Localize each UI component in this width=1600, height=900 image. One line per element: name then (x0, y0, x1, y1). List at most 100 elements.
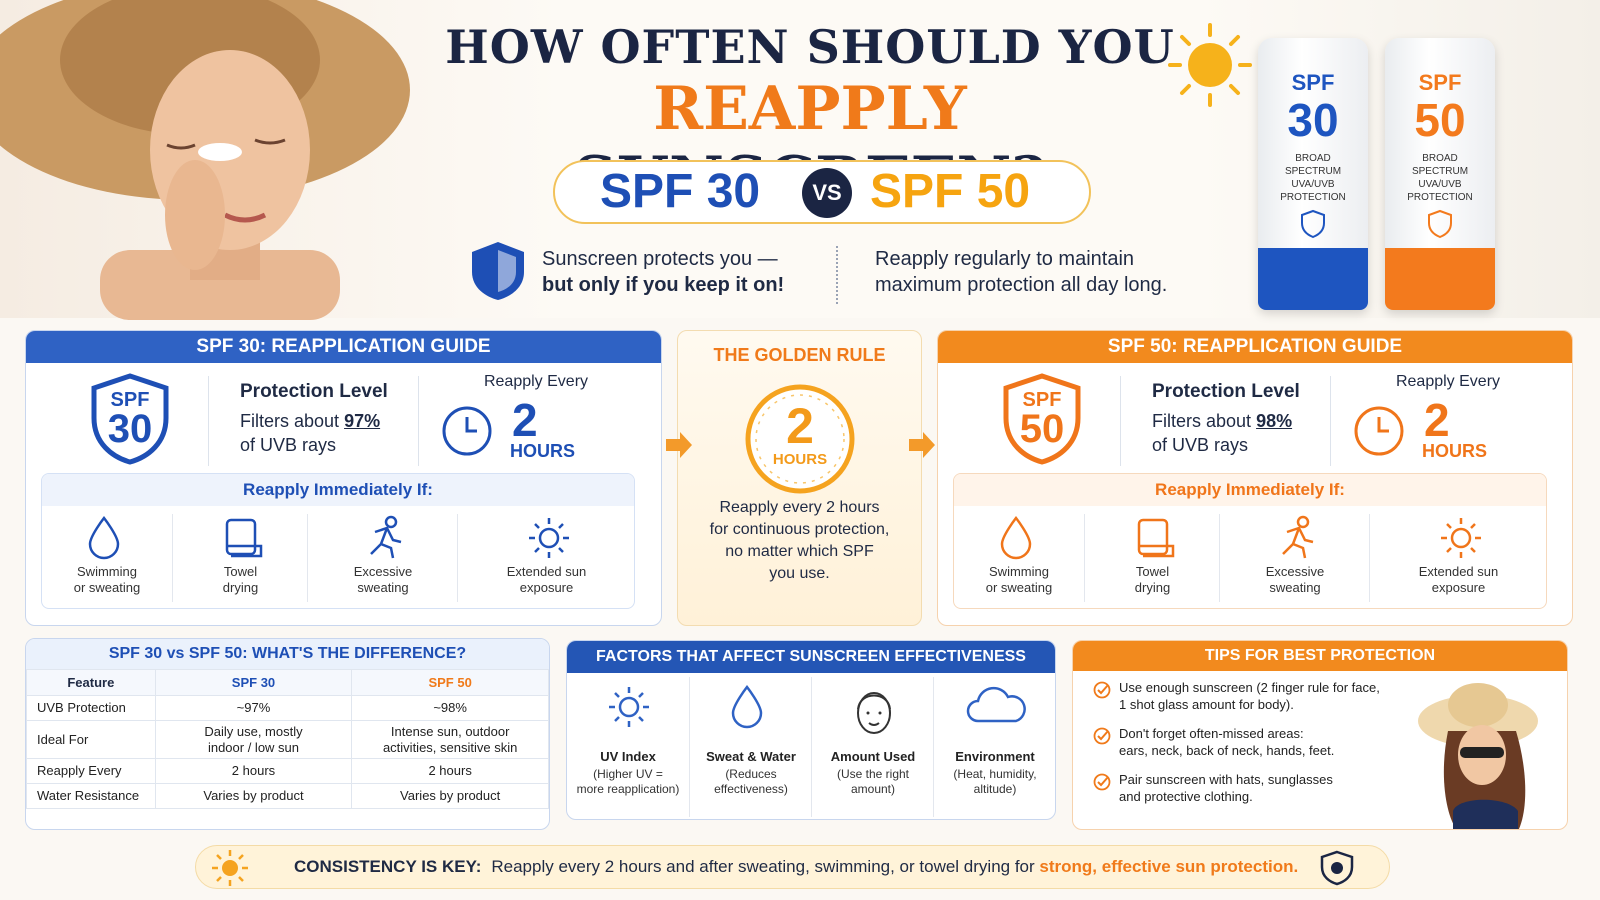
trigger-line: Extended sun (506, 564, 587, 579)
check-icon-part (1093, 773, 1111, 791)
footer-shield-part (1320, 850, 1354, 886)
check-icon-part (1097, 776, 1109, 787)
compare-cell: Reapply Every (26, 758, 156, 784)
woman-hat-illustration-part (1460, 747, 1504, 758)
factor-note-line: (Higher UV = (593, 767, 663, 781)
tagline-left: Sunscreen protects you — but only if you … (542, 246, 784, 298)
footer-sun-part (238, 876, 244, 882)
trigger-label: Extended sun exposure (1370, 564, 1546, 596)
trigger-label: Excessive sweating (1220, 564, 1370, 596)
tube-text-line: BROAD (1422, 153, 1458, 164)
factor-icon-part (609, 687, 649, 727)
factor-icon-part (638, 692, 644, 698)
trigger-icon-part (384, 515, 398, 529)
golden-title: THE GOLDEN RULE (713, 345, 886, 365)
compare-cell: Water Resistance (26, 783, 156, 809)
sun-icon (1168, 23, 1252, 107)
check-icon-part (1093, 727, 1111, 745)
trigger-line: Extended sun (1418, 564, 1499, 579)
immediately-box: Reapply Immediately If: Swimming or sweati… (41, 473, 635, 609)
filters-value: 97% (344, 411, 381, 431)
compare-row: Water Resistance Varies by product Varies … (26, 783, 549, 809)
trigger-icon-part (1000, 515, 1032, 560)
golden-text: Reapply every 2 hours for continuous prot… (678, 497, 921, 585)
woman-hat-illustration-part (1418, 683, 1538, 829)
factor-note-line: (Reduces (725, 767, 777, 781)
trigger-icon-part (538, 527, 559, 549)
factor-note: (Heat, humidity, altitude) (934, 767, 1055, 797)
tip-line: Use enough sunscreen (2 finger rule for … (1119, 680, 1380, 695)
compare-cell-line: Ideal For (37, 731, 89, 747)
divider (418, 376, 419, 466)
trigger: Swimming or sweating (42, 514, 172, 602)
trigger-icon-part (225, 518, 262, 558)
trigger-line: drying (222, 580, 259, 595)
hand (165, 160, 225, 270)
immediately-box: Reapply Immediately If: Swimming or sweati… (953, 473, 1547, 609)
arrow (666, 432, 692, 458)
compare-cell: UVB Protection (26, 695, 156, 721)
filters-prefix: Filters about (1152, 411, 1252, 431)
factor-icon-part (609, 687, 649, 727)
reapply-number: 2 (512, 394, 538, 446)
trigger-label: Swimming or sweating (42, 564, 172, 596)
check-icon-part (1093, 773, 1111, 791)
golden-number: 2 (786, 398, 814, 454)
footer-text: CONSISTENCY IS KEY: Reapply every 2 hours… (294, 857, 1298, 877)
vs-badge: VS (802, 168, 852, 218)
golden-unit: HOURS (772, 451, 828, 468)
clock-icon-part (442, 406, 492, 456)
trigger-icon-part (528, 518, 569, 558)
golden-clock-part (745, 384, 855, 494)
filters-prefix: Filters about (240, 411, 340, 431)
trigger-icon-part (370, 515, 402, 559)
tube-text-line: BROAD (1295, 153, 1331, 164)
compare-cell-line: Water Resistance (37, 788, 140, 803)
tip-line: 1 shot glass amount for body). (1119, 697, 1294, 712)
trigger: Excessive sweating (1219, 514, 1370, 602)
spf50-guide: SPF 50: REAPPLICATION GUIDE SPF 50 Protecti… (937, 330, 1573, 626)
tip: Pair sunscreen with hats, sunglasses and … (1119, 771, 1333, 805)
factor-note: (Reduces effectiveness) (690, 767, 812, 797)
trigger-icon-part (1137, 518, 1174, 558)
trigger-label: Swimming or sweating (954, 564, 1084, 596)
golden-text-line: you use. (769, 565, 830, 582)
factor-icon-part (966, 686, 1026, 723)
trigger-icon-part (1445, 547, 1452, 553)
trigger-icon-part (225, 518, 256, 556)
trigger-icon-part (1469, 523, 1476, 529)
footer-sun-part (212, 850, 248, 886)
tube-text-line: PROTECTION (1280, 192, 1346, 203)
factor-note-line: amount) (850, 782, 896, 796)
golden-clock-part (755, 394, 845, 484)
shield-icon (472, 242, 524, 300)
trigger-line: Swimming (77, 564, 137, 579)
clock-icon-part (1354, 406, 1404, 456)
trigger-icon-part (370, 526, 402, 559)
eyes (166, 138, 286, 150)
compare-cell-line: Varies by product (203, 788, 304, 803)
comparison-table: SPF 30 vs SPF 50: WHAT'S THE DIFFERENCE?… (25, 638, 550, 830)
compare-cell-line: Intense sun, outdoor (390, 723, 510, 739)
protection-title: Protection Level (240, 381, 388, 402)
trigger-line: Towel (1135, 564, 1170, 579)
trigger-line: Excessive (1265, 564, 1325, 579)
tube-number: 50 (1414, 94, 1466, 146)
compare-cell-line: 2 hours (231, 763, 276, 778)
tube-text-line: SPECTRUM (1284, 166, 1342, 177)
trigger-icon-part (1282, 515, 1314, 559)
guide-title: SPF 30: REAPPLICATION GUIDE (26, 331, 661, 363)
trigger-icon-part (1440, 518, 1481, 558)
trigger-icon-part (1445, 523, 1452, 529)
trigger-line: sweating (1269, 580, 1321, 595)
tagline-right: Reapply regularly to maintain maximum pro… (875, 246, 1167, 298)
trigger-label: Extended sun exposure (458, 564, 634, 596)
footer-label: CONSISTENCY IS KEY: (294, 857, 482, 876)
title-line1: HOW OFTEN SHOULD YOU (445, 20, 1175, 74)
tube-cap (1258, 248, 1368, 310)
compare-header: Feature (26, 669, 156, 696)
factor-icon-part (878, 711, 882, 715)
arrow (909, 432, 935, 458)
trigger-icon-part (1469, 547, 1476, 553)
